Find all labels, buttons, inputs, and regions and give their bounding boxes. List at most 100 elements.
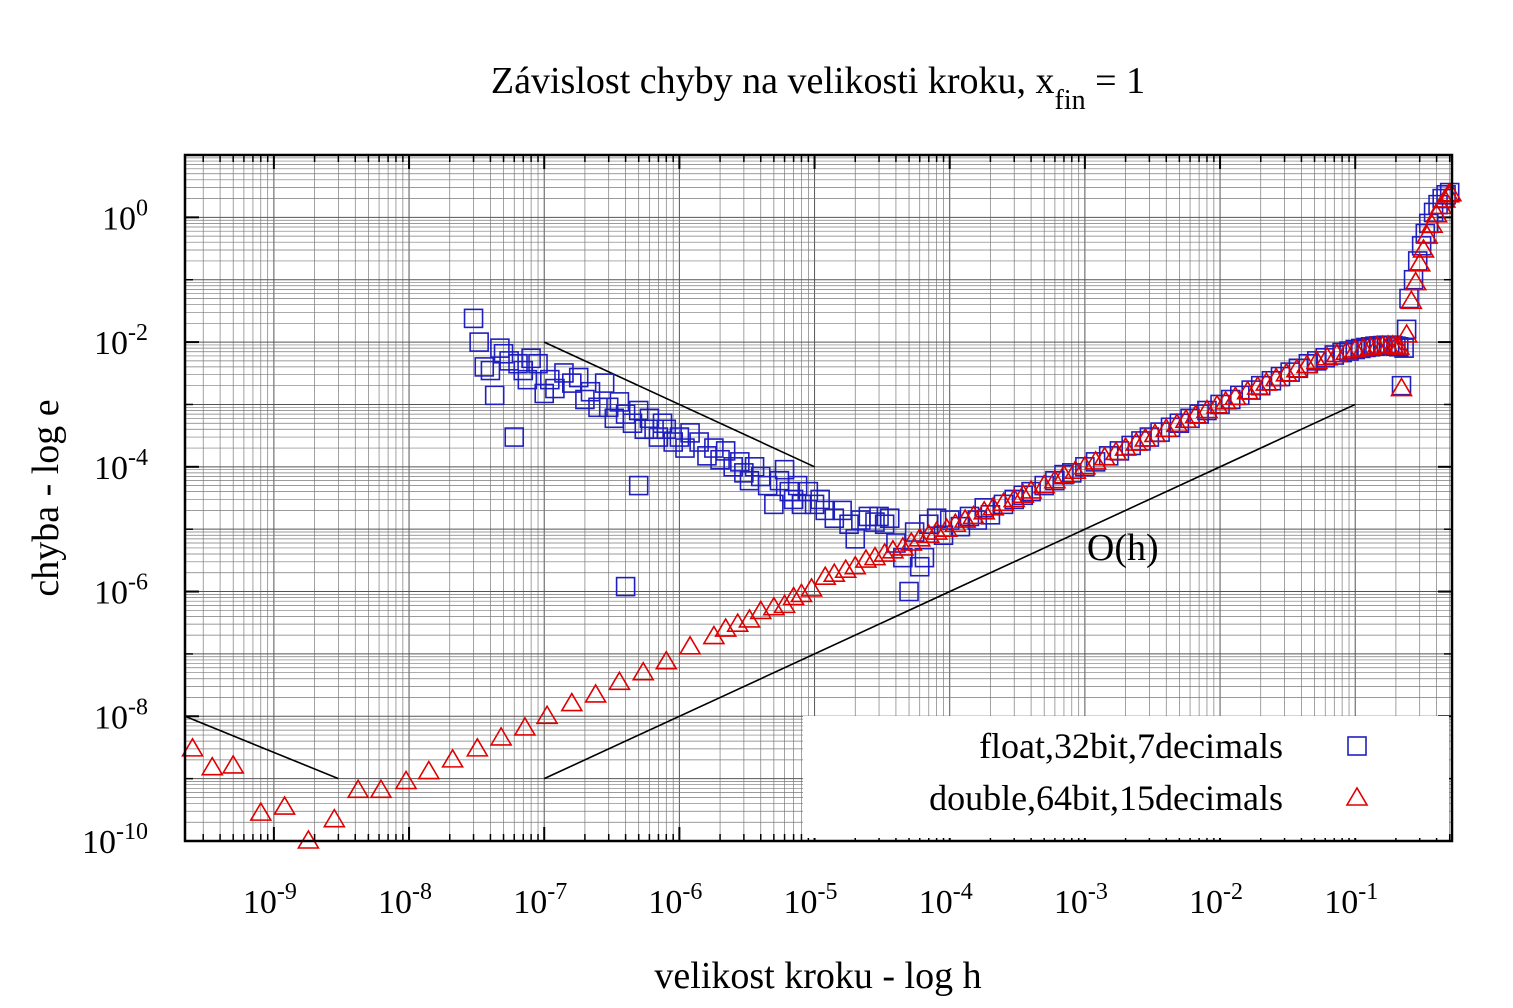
double-point bbox=[1063, 459, 1087, 480]
y-tick-label: 100 bbox=[102, 195, 148, 237]
reference-line bbox=[184, 715, 339, 780]
x-tick-label: 10-8 bbox=[378, 879, 432, 921]
float-point bbox=[652, 413, 673, 434]
double-point bbox=[1032, 474, 1056, 494]
double-point bbox=[953, 508, 977, 528]
plot-frame bbox=[183, 153, 1454, 843]
double-point bbox=[854, 548, 878, 568]
legend: float,32bit,7decimals double,64bit,15deci… bbox=[803, 716, 1449, 838]
double-point bbox=[200, 756, 224, 776]
chart-title-suffix: = 1 bbox=[1086, 60, 1145, 102]
oh-annotation: O(h) bbox=[1087, 527, 1159, 569]
double-point bbox=[1343, 338, 1367, 358]
double-point bbox=[1264, 366, 1288, 387]
double-point bbox=[1420, 213, 1444, 233]
double-point bbox=[322, 808, 346, 828]
double-point bbox=[873, 542, 897, 562]
double-point bbox=[962, 504, 985, 525]
double-point bbox=[822, 562, 846, 582]
float-point bbox=[588, 397, 608, 418]
double-point bbox=[1390, 376, 1413, 397]
y-tick-label: 10-8 bbox=[94, 694, 148, 736]
float-point bbox=[926, 508, 947, 529]
double-point bbox=[972, 500, 996, 520]
double-point bbox=[1275, 362, 1298, 382]
double-point bbox=[584, 683, 608, 703]
float-point bbox=[689, 432, 709, 452]
legend-square-marker bbox=[1347, 736, 1367, 756]
float-point bbox=[879, 508, 900, 529]
float-point bbox=[1021, 481, 1041, 502]
float-point bbox=[839, 514, 859, 535]
double-point bbox=[1114, 436, 1137, 456]
double-point bbox=[465, 737, 489, 757]
y-tick-label: 10-4 bbox=[94, 445, 148, 487]
float-point bbox=[774, 459, 795, 480]
float-point bbox=[1407, 251, 1428, 271]
y-tick-label: 10-2 bbox=[94, 320, 148, 362]
double-point bbox=[1011, 483, 1035, 504]
float-point bbox=[568, 367, 589, 388]
double-point bbox=[1395, 323, 1419, 343]
double-series bbox=[181, 182, 1463, 849]
float-point bbox=[474, 357, 495, 377]
x-tick-label: 10-4 bbox=[919, 879, 973, 921]
float-point bbox=[874, 514, 895, 535]
double-point bbox=[1415, 224, 1439, 244]
double-point bbox=[1254, 371, 1278, 391]
float-point bbox=[656, 419, 677, 440]
double-point bbox=[1352, 336, 1375, 357]
double-point bbox=[1052, 464, 1076, 484]
double-point bbox=[1143, 422, 1167, 443]
x-tick-label: 10-5 bbox=[784, 879, 838, 921]
grid-lines bbox=[185, 154, 1452, 842]
float-point bbox=[598, 397, 619, 418]
float-point bbox=[575, 389, 595, 410]
double-point bbox=[891, 536, 915, 556]
legend-label-double: double,64bit,15decimals bbox=[929, 778, 1283, 818]
float-point bbox=[469, 332, 489, 352]
double-point bbox=[1093, 446, 1117, 466]
float-point bbox=[528, 353, 548, 374]
double-point bbox=[394, 769, 418, 790]
float-point bbox=[1396, 319, 1417, 340]
float-point bbox=[798, 481, 819, 502]
double-point bbox=[1133, 427, 1157, 447]
double-point bbox=[702, 624, 726, 645]
x-tick-label: 10-9 bbox=[243, 879, 297, 921]
x-tick-label: 10-2 bbox=[1189, 879, 1243, 921]
float-point bbox=[869, 506, 889, 527]
double-point bbox=[1195, 398, 1219, 419]
float-point bbox=[914, 547, 935, 568]
float-point bbox=[899, 581, 919, 602]
double-point bbox=[1214, 390, 1238, 410]
float-point bbox=[675, 438, 695, 458]
double-point bbox=[1224, 385, 1247, 406]
float-series bbox=[463, 182, 1460, 602]
float-point bbox=[704, 438, 724, 458]
reference-line bbox=[543, 403, 1356, 780]
double-point bbox=[1305, 349, 1329, 370]
double-point bbox=[1174, 408, 1198, 428]
double-point bbox=[782, 586, 806, 606]
double-point bbox=[608, 670, 631, 691]
float-point bbox=[1391, 375, 1412, 396]
double-point bbox=[535, 704, 559, 725]
double-point bbox=[1387, 335, 1411, 355]
double-point bbox=[1399, 289, 1423, 310]
float-point bbox=[697, 446, 717, 466]
double-point bbox=[1073, 455, 1097, 475]
float-point bbox=[622, 413, 643, 434]
x-axis-label: velikost kroku - log h bbox=[654, 955, 981, 997]
double-point bbox=[800, 577, 823, 597]
float-point bbox=[669, 427, 690, 447]
legend-box bbox=[803, 716, 1449, 838]
double-point bbox=[489, 726, 513, 746]
double-point bbox=[654, 650, 678, 670]
float-point bbox=[1061, 463, 1082, 483]
double-point bbox=[992, 491, 1015, 512]
annotations: O(h) bbox=[1087, 527, 1159, 569]
double-point bbox=[181, 737, 204, 757]
double-point bbox=[935, 517, 959, 537]
